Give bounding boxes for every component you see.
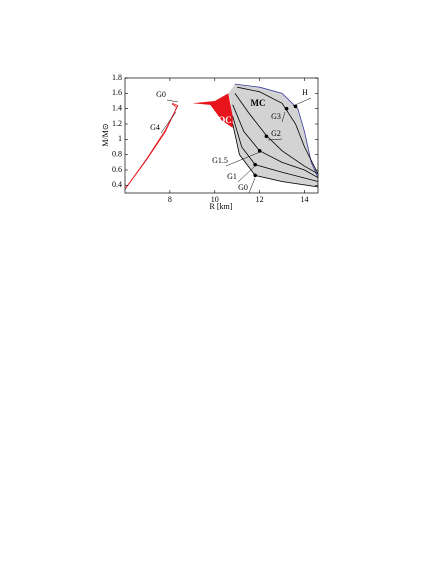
leader-line — [292, 97, 312, 107]
leader-line — [160, 111, 177, 134]
curve-point — [253, 162, 257, 167]
y-tick-label: 1.4 — [112, 103, 122, 112]
curve-label: G0 — [238, 183, 248, 192]
x-axis-label: R [km] — [210, 202, 233, 211]
leader-line — [248, 177, 256, 194]
curve — [125, 102, 179, 190]
plot-frame — [124, 77, 319, 194]
curve — [234, 93, 318, 175]
curve-point — [284, 106, 289, 111]
curve-point — [257, 149, 262, 153]
x-tick-label: 14 — [301, 195, 309, 204]
region-label: QC — [218, 115, 232, 125]
region — [228, 84, 318, 188]
y-axis-label: M/M⊙ — [101, 123, 110, 146]
y-tick-label: 0.4 — [112, 180, 122, 189]
curve-label: G3 — [271, 112, 281, 121]
y-tick-label: 1 — [118, 134, 122, 143]
y-tick-label: 1.8 — [112, 73, 122, 82]
region — [192, 93, 233, 128]
y-tick-label: 0.6 — [112, 165, 122, 174]
leader-line — [166, 99, 179, 103]
curve-point — [253, 173, 257, 178]
x-tick-label: 8 — [168, 195, 172, 204]
x-tick-label: 10 — [211, 195, 219, 204]
y-tick-label: 1.2 — [112, 119, 122, 128]
region-label: MC — [251, 98, 266, 108]
leader-line — [281, 111, 286, 123]
curve-label: G1.5 — [212, 156, 228, 165]
curve-label: G2 — [271, 129, 281, 138]
curve-label: H — [302, 88, 308, 97]
curve — [237, 86, 318, 175]
curve — [125, 103, 178, 190]
y-tick-label: 1.6 — [112, 88, 122, 97]
leader-line — [267, 138, 283, 141]
y-tick-label: 0.8 — [112, 149, 122, 158]
x-tick-label: 12 — [256, 195, 264, 204]
curve — [234, 83, 318, 178]
curve — [232, 104, 318, 179]
curve-label: G1 — [227, 172, 237, 181]
curve-label: G4 — [150, 123, 160, 132]
curve-label: G0 — [156, 90, 166, 99]
leader-line — [225, 151, 261, 167]
leader-line — [237, 165, 256, 183]
curve-point — [264, 134, 269, 139]
